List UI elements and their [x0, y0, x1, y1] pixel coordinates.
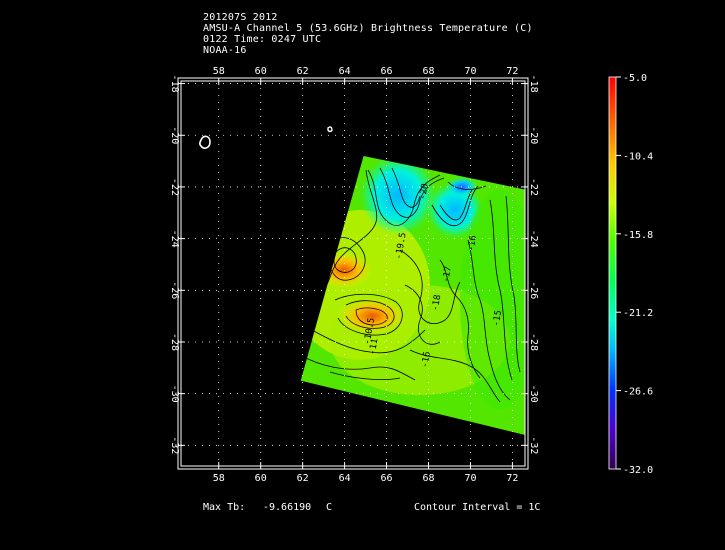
y-tick-label-left-6: -30 [169, 385, 180, 403]
y-tick-label-left-4: -26 [169, 281, 180, 299]
x-tick-label-bottom-2: 62 [297, 473, 309, 484]
y-tick-label-left-3: -24 [169, 230, 180, 248]
x-tick-label-top-6: 70 [464, 66, 476, 77]
y-tick-label-right-4: -26 [528, 281, 539, 299]
island-west [199, 135, 211, 149]
contour-label-0: -20 [418, 183, 431, 201]
contour-label-7: -10.5 [363, 317, 378, 345]
contour-label-3: -18 [431, 294, 444, 312]
y-tick-label-right-1: -20 [528, 126, 539, 144]
frame-outer [177, 77, 529, 470]
x-tick-label-top-3: 64 [339, 66, 351, 77]
plot-frame: 58 58 60 60 62 62 64 64 66 66 68 68 70 70 72 72 -18 -18 -2… [169, 66, 539, 484]
contour-label-4: -17 [441, 266, 454, 284]
y-tick-label-left-7: -32 [169, 436, 180, 454]
x-tick-label-top-5: 68 [422, 66, 434, 77]
y-tick-label-right-5: -28 [528, 333, 539, 351]
coastlines [199, 126, 333, 149]
colorbar: -5.0 -10.4 -15.8 -21.2 -26.6 -32.0 [608, 73, 653, 476]
x-tick-label-bottom-1: 60 [255, 473, 267, 484]
x-tick-label-bottom-5: 68 [422, 473, 434, 484]
x-tick-label-top-4: 66 [381, 66, 393, 77]
x-tick-label-top-2: 62 [297, 66, 309, 77]
max-tb-value: -9.66190 [263, 502, 312, 513]
y-tick-label-right-0: -18 [528, 75, 539, 93]
colorbar-tick-label-0: -5.0 [623, 73, 647, 84]
x-tick-label-bottom-3: 64 [339, 473, 351, 484]
colorbar-ticks: -5.0 -10.4 -15.8 -21.2 -26.6 -32.0 [616, 73, 653, 476]
island-north [327, 126, 333, 133]
colorbar-tick-label-2: -15.8 [623, 230, 653, 241]
x-tick-label-top-1: 60 [255, 66, 267, 77]
x-tick-label-bottom-6: 70 [464, 473, 476, 484]
colorbar-tick-label-3: -21.2 [623, 308, 653, 319]
y-tick-label-right-7: -32 [528, 436, 539, 454]
y-tick-label-left-1: -20 [169, 126, 180, 144]
header-satellite: NOAA-16 [203, 45, 247, 56]
y-tick-label-right-3: -24 [528, 230, 539, 248]
contour-label-8: -16 [420, 351, 433, 369]
x-tick-label-top-7: 72 [506, 66, 518, 77]
contour-label-1: -19.5 [394, 232, 409, 260]
colorbar-tick-label-4: -26.6 [623, 387, 653, 398]
x-tick-label-bottom-0: 58 [213, 473, 225, 484]
colorbar-tick-label-1: -10.4 [623, 151, 653, 162]
contour-lines [299, 167, 521, 403]
y-tick-label-right-2: -22 [528, 178, 539, 196]
contour-interval: Contour Interval = 1C [414, 502, 541, 513]
header-line-1: 201207S 2012 [203, 12, 278, 23]
y-tick-label-right-6: -30 [528, 385, 539, 403]
x-tick-label-top-0: 58 [213, 66, 225, 77]
x-tick-label-bottom-4: 66 [381, 473, 393, 484]
frame-inner [180, 80, 526, 467]
max-tb-label: Max Tb: [203, 502, 246, 513]
header-time: 0122 Time: 0247 UTC [203, 34, 322, 45]
y-tick-label-left-2: -22 [169, 178, 180, 196]
y-tick-label-left-0: -18 [169, 75, 180, 93]
colorbar-gradient [608, 76, 617, 470]
swath-heatmap [300, 155, 525, 435]
east-band [460, 190, 525, 410]
colorbar-tick-label-5: -32.0 [623, 465, 653, 476]
cold-area-1 [360, 155, 436, 235]
max-tb-unit: C [326, 502, 333, 513]
header-title: AMSU-A Channel 5 (53.6GHz) Brightness Te… [203, 23, 533, 34]
contour-label-5: -15 [491, 309, 504, 327]
hot-spot-1 [316, 252, 372, 288]
x-tick-label-bottom-7: 72 [506, 473, 518, 484]
y-tick-label-left-5: -28 [169, 333, 180, 351]
